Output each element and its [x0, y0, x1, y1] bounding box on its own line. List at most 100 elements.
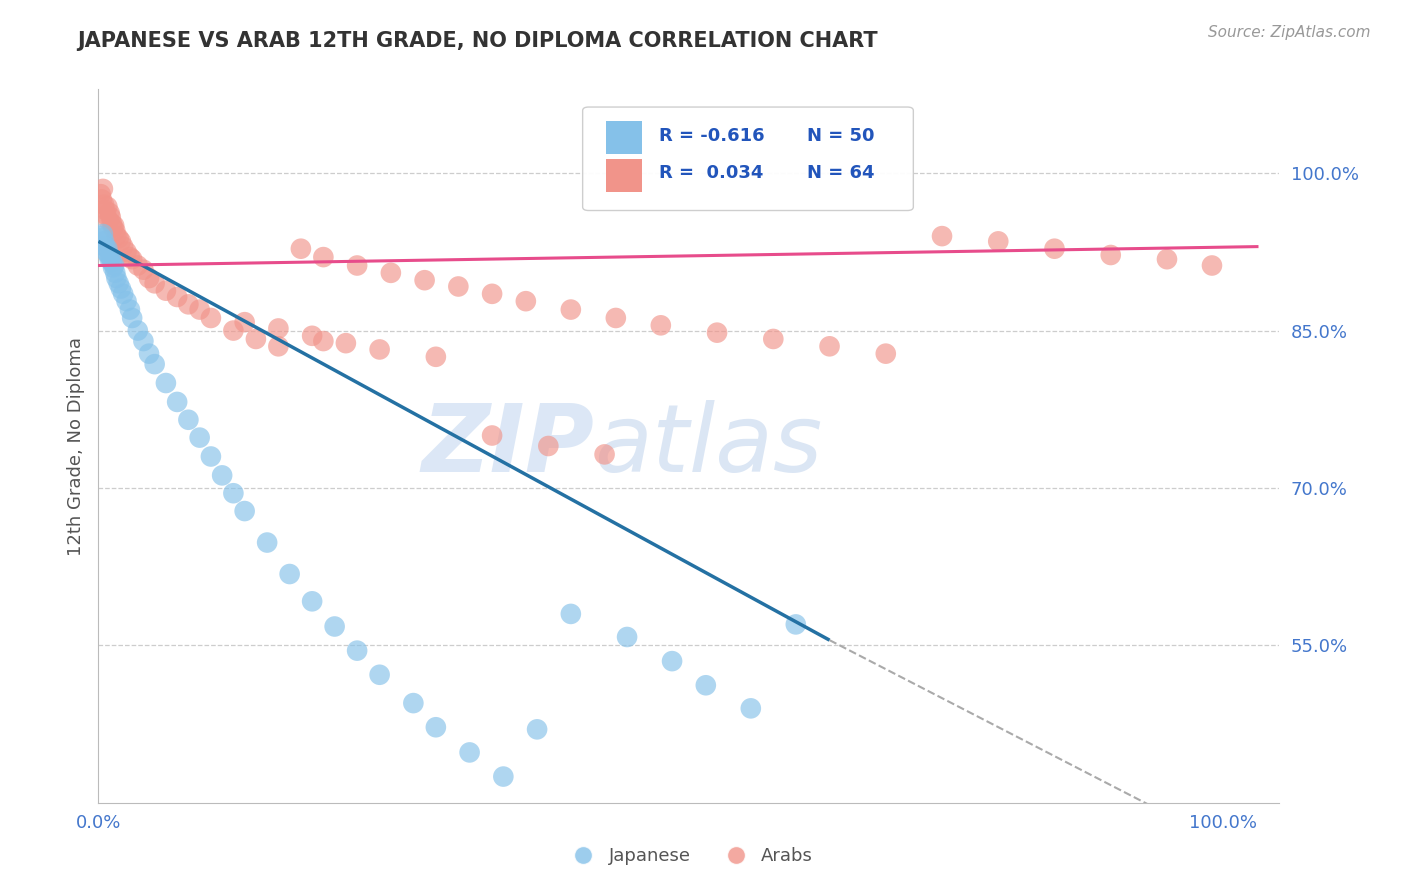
Point [987, 235, 1010, 249]
Point [233, 504, 256, 518]
FancyBboxPatch shape [582, 107, 914, 211]
Point [312, 334, 335, 348]
Point [188, 431, 211, 445]
Point [90, 231, 112, 245]
Point [105, 229, 128, 244]
Point [931, 229, 953, 244]
Point [515, 294, 537, 309]
Point [100, 250, 122, 264]
Point [138, 271, 160, 285]
Point [346, 643, 368, 657]
Point [425, 350, 447, 364]
Point [112, 286, 135, 301]
Point [301, 328, 323, 343]
Point [103, 259, 125, 273]
Point [177, 297, 200, 311]
Point [481, 428, 503, 442]
Point [323, 619, 346, 633]
Point [96, 242, 118, 256]
Point [1201, 259, 1223, 273]
Point [132, 262, 155, 277]
Point [166, 290, 188, 304]
Text: Source: ZipAtlas.com: Source: ZipAtlas.com [1208, 25, 1371, 40]
Point [118, 302, 141, 317]
Point [233, 315, 256, 329]
Point [200, 450, 222, 464]
Point [1156, 252, 1178, 267]
FancyBboxPatch shape [606, 120, 641, 154]
Point [127, 259, 149, 273]
Point [166, 395, 188, 409]
Point [100, 211, 122, 225]
Point [526, 723, 548, 737]
Point [101, 255, 124, 269]
Point [101, 260, 124, 275]
FancyBboxPatch shape [606, 159, 641, 192]
Point [98, 206, 121, 220]
Point [96, 200, 118, 214]
Point [138, 346, 160, 360]
Point [93, 197, 115, 211]
Point [875, 346, 897, 360]
Text: JAPANESE VS ARAB 12TH GRADE, NO DIPLOMA CORRELATION CHART: JAPANESE VS ARAB 12TH GRADE, NO DIPLOMA … [77, 31, 877, 51]
Y-axis label: 12th Grade, No Diploma: 12th Grade, No Diploma [66, 336, 84, 556]
Point [211, 468, 233, 483]
Point [188, 302, 211, 317]
Point [121, 252, 143, 267]
Point [112, 239, 135, 253]
Point [118, 250, 141, 264]
Text: N = 50: N = 50 [807, 127, 875, 145]
Point [132, 334, 155, 348]
Point [101, 220, 124, 235]
Point [706, 326, 728, 340]
Point [650, 318, 672, 333]
Point [818, 339, 841, 353]
Point [335, 336, 357, 351]
Point [98, 252, 121, 267]
Point [278, 567, 301, 582]
Point [115, 244, 138, 259]
Point [115, 294, 138, 309]
Point [155, 284, 177, 298]
Point [605, 310, 627, 325]
Point [740, 701, 762, 715]
Point [762, 332, 785, 346]
Point [107, 277, 129, 291]
Point [380, 266, 402, 280]
Point [560, 302, 582, 317]
Point [121, 310, 143, 325]
Point [368, 343, 391, 357]
Point [222, 324, 245, 338]
Point [105, 271, 128, 285]
Point [90, 193, 112, 207]
Point [94, 202, 117, 217]
Point [537, 439, 560, 453]
Text: R =  0.034: R = 0.034 [659, 164, 763, 182]
Point [90, 229, 112, 244]
Point [110, 282, 132, 296]
Point [447, 279, 470, 293]
Point [143, 277, 166, 291]
Point [101, 217, 124, 231]
Point [104, 224, 127, 238]
Point [492, 770, 515, 784]
Point [245, 332, 267, 346]
Point [301, 594, 323, 608]
Point [593, 447, 616, 461]
Point [127, 324, 149, 338]
Point [90, 187, 112, 202]
Point [96, 208, 118, 222]
Point [616, 630, 638, 644]
Point [222, 486, 245, 500]
Point [1043, 242, 1066, 256]
Point [1099, 248, 1122, 262]
Point [695, 678, 717, 692]
Point [97, 248, 120, 262]
Point [177, 413, 200, 427]
Point [256, 535, 278, 549]
Point [110, 235, 132, 249]
Text: ZIP: ZIP [422, 400, 595, 492]
Point [143, 357, 166, 371]
Text: R = -0.616: R = -0.616 [659, 127, 765, 145]
Point [107, 231, 129, 245]
